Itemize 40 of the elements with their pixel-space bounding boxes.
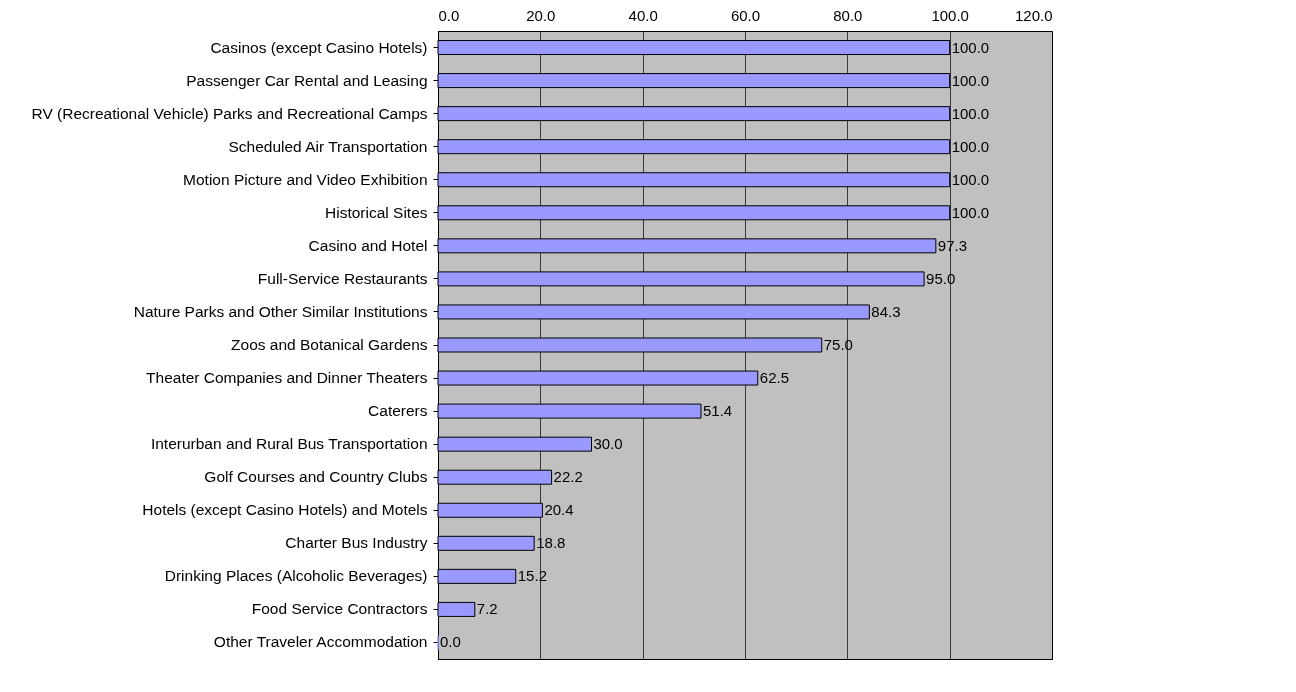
data-label: 62.5 — [759, 369, 789, 387]
y-tick-label: Full-Service Restaurants — [257, 269, 428, 287]
data-label: 51.4 — [703, 402, 733, 420]
data-label: 100.0 — [951, 203, 990, 221]
y-tick-label: Caterers — [368, 402, 428, 420]
data-label: 100.0 — [951, 38, 990, 56]
data-label: 20.4 — [544, 501, 574, 519]
y-tick-label: Food Service Contractors — [251, 600, 428, 618]
x-tick-label: 100.0 — [931, 6, 969, 24]
y-tick-label: RV (Recreational Vehicle) Parks and Recreational Camps — [31, 104, 428, 122]
y-tick-label: Scheduled Air Transportation — [228, 137, 428, 155]
x-tick-label: 40.0 — [628, 6, 658, 24]
x-tick-label: 0.0 — [438, 6, 460, 24]
y-tick-label: Casinos (except Casino Hotels) — [210, 38, 428, 56]
y-tick-label: Zoos and Botanical Gardens — [231, 336, 428, 353]
data-label: 22.2 — [553, 468, 583, 486]
y-tick-label: Interurban and Rural Bus Transportation — [150, 435, 428, 453]
x-tick-label: 60.0 — [730, 6, 761, 24]
y-tick-label: Other Traveler Accommodation — [213, 633, 428, 651]
data-label: 7.2 — [476, 600, 498, 618]
y-tick-label: Passenger Car Rental and Leasing — [186, 71, 428, 89]
y-tick-label: Theater Companies and Dinner Theaters — [146, 369, 428, 387]
y-tick-label: Drinking Places (Alcoholic Beverages) — [164, 567, 428, 585]
data-label: 84.3 — [871, 302, 901, 320]
data-label: 100.0 — [951, 137, 990, 155]
data-label: 100.0 — [951, 104, 990, 122]
data-label: 100.0 — [951, 170, 990, 188]
data-label: 30.0 — [593, 435, 623, 453]
y-tick-label: Hotels (except Casino Hotels) and Motels — [142, 501, 428, 519]
y-tick-label: Nature Parks and Other Similar Institutions — [133, 302, 428, 320]
y-tick-label: Golf Courses and Country Clubs — [204, 468, 428, 486]
x-tick-label: 80.0 — [833, 6, 863, 24]
x-tick-label: 20.0 — [526, 6, 556, 24]
y-tick-label: Casino and Hotel — [308, 236, 428, 254]
data-label: 0.0 — [440, 633, 461, 651]
y-tick-label: Historical Sites — [325, 203, 428, 221]
y-tick-label: Motion Picture and Video Exhibition — [183, 170, 428, 188]
x-tick-label: 120.0 — [1014, 6, 1053, 24]
y-tick-label: Charter Bus Industry — [285, 534, 428, 552]
data-label: 100.0 — [951, 71, 990, 89]
